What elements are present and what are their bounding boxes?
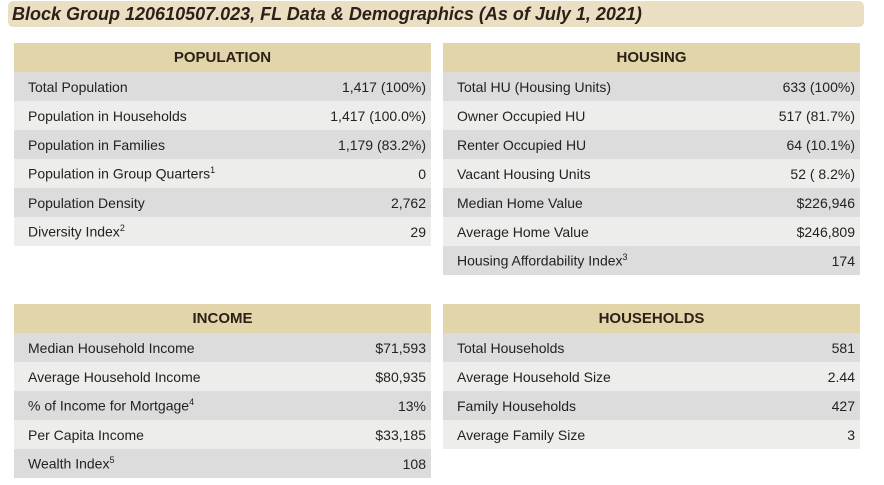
row-label: Total Households: [457, 339, 565, 356]
row-value: 29: [410, 223, 426, 240]
table-row: % of Income for Mortgage4 13%: [14, 391, 431, 420]
panel-header: HOUSING: [443, 43, 860, 72]
row-value: 427: [831, 397, 855, 414]
footnote-marker: 5: [109, 455, 115, 466]
footnote-marker: 2: [119, 223, 125, 234]
table-row: Population in Households 1,417 (100.0%): [14, 101, 431, 130]
table-row: Total Population 1,417 (100%): [14, 72, 431, 101]
row-label: Average Household Size: [457, 368, 611, 385]
table-row: Total HU (Housing Units) 633 (100%): [443, 72, 860, 101]
row-label: Renter Occupied HU: [457, 136, 587, 153]
row-label: Average Home Value: [457, 223, 589, 240]
row-value: 52 ( 8.2%): [790, 165, 855, 182]
row-value: 517 (81.7%): [778, 107, 855, 124]
row-label: % of Income for Mortgage4: [28, 397, 195, 414]
panel-header: POPULATION: [14, 43, 431, 72]
income-panel: INCOME Median Household Income $71,593 Aver…: [14, 304, 431, 478]
table-row: Population Density 2,762: [14, 188, 431, 217]
table-row: Vacant Housing Units 52 ( 8.2%): [443, 159, 860, 188]
footnote-marker: 4: [189, 397, 195, 408]
table-row: Owner Occupied HU 517 (81.7%): [443, 101, 860, 130]
table-row: Population in Group Quarters1 0: [14, 159, 431, 188]
row-value: 64 (10.1%): [786, 136, 855, 153]
table-row: Population in Families 1,179 (83.2%): [14, 130, 431, 159]
row-value: 1,179 (83.2%): [338, 136, 426, 153]
row-label: Wealth Index5: [28, 455, 115, 472]
table-row: Diversity Index2 29: [14, 217, 431, 246]
table-row: Median Home Value $226,946: [443, 188, 860, 217]
table-row: Average Household Income $80,935: [14, 362, 431, 391]
households-panel: HOUSEHOLDS Total Households 581 Average Hou…: [443, 304, 860, 449]
row-value: 174: [831, 252, 855, 269]
housing-panel: HOUSING Total HU (Housing Units) 633 (100%…: [443, 43, 860, 275]
row-value: 2,762: [390, 194, 426, 211]
row-label: Population in Group Quarters1: [28, 165, 216, 182]
row-label: Vacant Housing Units: [457, 165, 591, 182]
row-label: Housing Affordability Index3: [457, 252, 628, 269]
row-label: Population in Households: [28, 107, 187, 124]
table-row: Per Capita Income $33,185: [14, 420, 431, 449]
row-label: Average Household Income: [28, 368, 201, 385]
row-value: $80,935: [375, 368, 426, 385]
table-row: Average Home Value $246,809: [443, 217, 860, 246]
table-row: Average Family Size 3: [443, 420, 860, 449]
row-value: 2.44: [827, 368, 855, 385]
footnote-marker: 3: [622, 252, 628, 263]
table-row: Total Households 581: [443, 333, 860, 362]
row-value: $226,946: [796, 194, 855, 211]
row-label: Family Households: [457, 397, 577, 414]
row-label: Average Family Size: [457, 426, 586, 443]
row-value: 1,417 (100.0%): [330, 107, 426, 124]
row-label: Per Capita Income: [28, 426, 144, 443]
row-label: Owner Occupied HU: [457, 107, 586, 124]
panel-header: INCOME: [14, 304, 431, 333]
row-label: Population Density: [28, 194, 145, 211]
footnote-marker: 1: [210, 165, 216, 176]
page-title: Block Group 120610507.023, FL Data & Dem…: [8, 1, 864, 27]
row-value: 1,417 (100%): [341, 78, 426, 95]
row-value: $246,809: [796, 223, 855, 240]
table-row: Wealth Index5 108: [14, 449, 431, 478]
table-row: Family Households 427: [443, 391, 860, 420]
row-value: 13%: [397, 397, 426, 414]
row-value: $71,593: [375, 339, 426, 356]
row-label: Population in Families: [28, 136, 165, 153]
table-row: Average Household Size 2.44: [443, 362, 860, 391]
row-value: 581: [831, 339, 855, 356]
population-panel: POPULATION Total Population 1,417 (100%) Po…: [14, 43, 431, 246]
row-value: 3: [847, 426, 855, 443]
row-label: Total Population: [28, 78, 128, 95]
table-row: Housing Affordability Index3 174: [443, 246, 860, 275]
row-value: 0: [418, 165, 426, 182]
table-row: Renter Occupied HU 64 (10.1%): [443, 130, 860, 159]
row-label: Diversity Index2: [28, 223, 125, 240]
table-row: Median Household Income $71,593: [14, 333, 431, 362]
row-label: Total HU (Housing Units): [457, 78, 612, 95]
row-value: 633 (100%): [782, 78, 855, 95]
row-value: 108: [402, 455, 426, 472]
panel-header: HOUSEHOLDS: [443, 304, 860, 333]
row-value: $33,185: [375, 426, 426, 443]
row-label: Median Household Income: [28, 339, 195, 356]
row-label: Median Home Value: [457, 194, 583, 211]
